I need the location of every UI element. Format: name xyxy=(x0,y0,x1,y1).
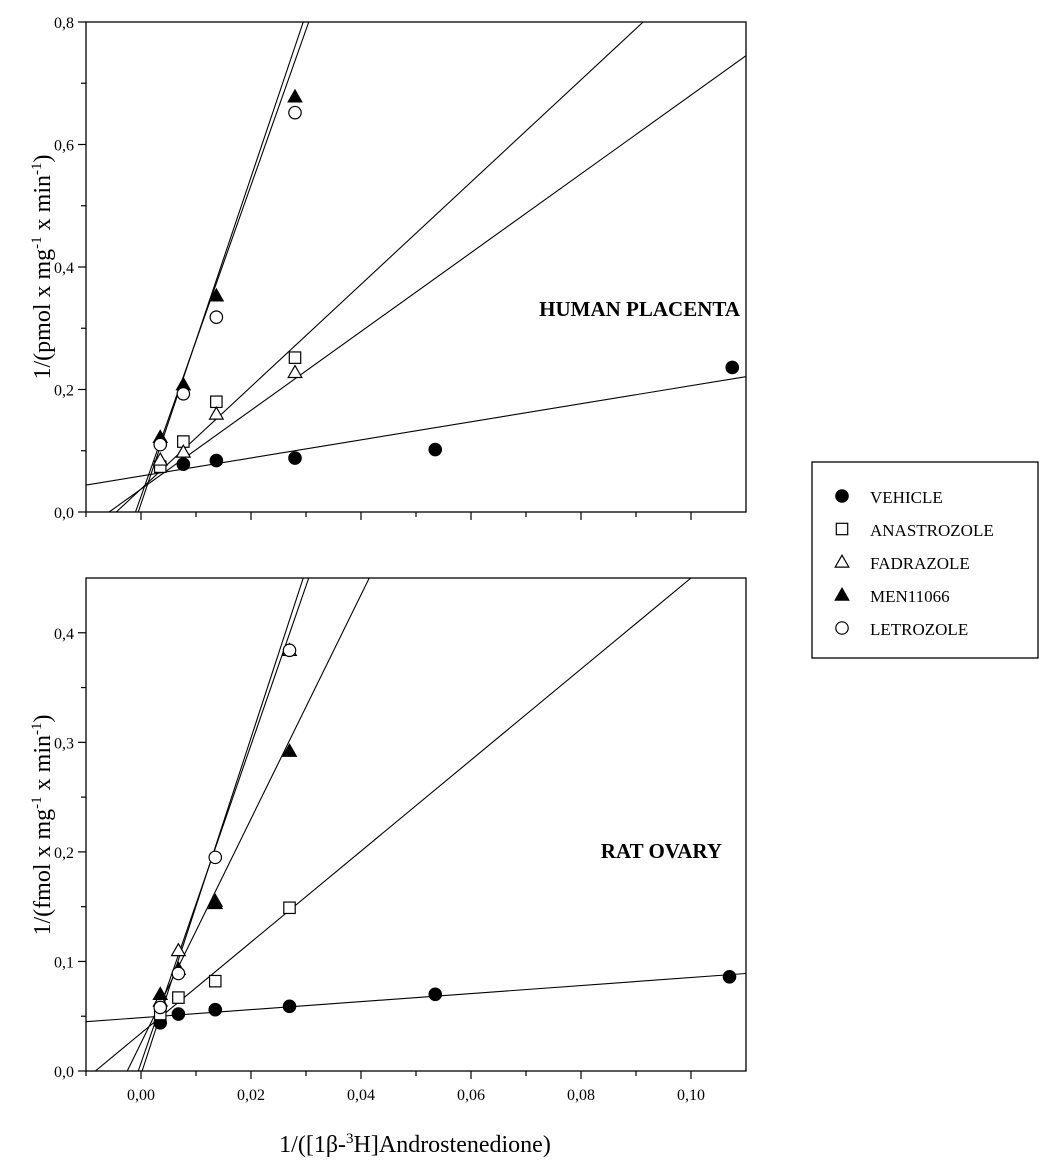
y-tick-label: 0,2 xyxy=(54,383,74,400)
y-tick-label: 0,2 xyxy=(54,845,74,862)
data-point-fadrazole xyxy=(175,443,192,458)
data-point-vehicle xyxy=(428,987,443,1002)
legend-label: FADRAZOLE xyxy=(870,554,970,573)
y-tick-label: 0,0 xyxy=(54,1064,74,1081)
data-point-vehicle xyxy=(171,1007,186,1021)
data-point-anastrozole xyxy=(208,974,222,988)
data-point-anastrozole xyxy=(288,351,302,364)
data-point-fadrazole xyxy=(287,364,303,379)
x-tick-label: 0,00 xyxy=(127,1087,155,1104)
data-point-vehicle xyxy=(208,1002,223,1017)
data-point-vehicle xyxy=(288,451,302,465)
legend-label: ANASTROZOLE xyxy=(870,521,994,540)
fit-line-anastrozole xyxy=(115,22,644,512)
fit-line-men11066 xyxy=(126,578,370,1071)
data-point-vehicle xyxy=(725,360,740,375)
x-tick-label: 0,08 xyxy=(567,1087,595,1104)
data-point-fadrazole xyxy=(170,942,187,957)
data-points xyxy=(152,642,737,1030)
axis-ticks: 0,0 0,2 0,4 0,6 0,8 xyxy=(54,15,692,522)
data-point-anastrozole xyxy=(283,901,296,915)
y-axis-title: 1/(pmol x mg-1 x min-1) xyxy=(29,154,56,379)
data-point-anastrozole xyxy=(210,395,223,409)
rat-ovary-panel: 0,00 0,02 0,04 0,06 0,08 0,100,00,10,20,30,4 … xyxy=(29,577,747,1104)
legend-item-men11066: MEN11066 xyxy=(834,586,950,606)
y-axis-title: 1/(fmol x mg-1 x min-1) xyxy=(29,715,56,936)
y-tick-label: 0,4 xyxy=(54,260,74,277)
axis-ticks: 0,00 0,02 0,04 0,06 0,08 0,10 0,0 0,1 0,2 0,3 0,4 xyxy=(54,626,705,1104)
data-point-vehicle xyxy=(282,999,297,1014)
legend-items: VEHICLE ANASTROZOLE FADRAZOLE MEN11066 LETRO… xyxy=(834,488,994,639)
x-axis-title: 1/([1β-3H]Androstenedione) xyxy=(279,1131,551,1158)
fit-line-vehicle xyxy=(86,376,746,486)
data-point-men11066 xyxy=(152,986,169,1001)
data-point-men11066 xyxy=(207,895,224,910)
data-point-fadrazole xyxy=(152,451,169,466)
data-point-letrozole xyxy=(171,966,186,981)
fit-line-vehicle xyxy=(86,972,746,1023)
legend-item-letrozole: LETROZOLE xyxy=(835,620,968,639)
x-tick-label: 0,04 xyxy=(347,1087,375,1104)
data-point-men11066 xyxy=(287,88,303,103)
fit-lines xyxy=(86,22,746,512)
fit-line-letrozole xyxy=(141,578,304,1071)
y-tick-label: 0,1 xyxy=(54,954,74,971)
y-tick-label: 0,6 xyxy=(54,138,74,155)
x-tick-label: 0,10 xyxy=(677,1087,705,1104)
legend-marker-letrozole xyxy=(835,621,849,635)
y-tick-label: 0,4 xyxy=(54,626,74,643)
legend-box xyxy=(811,461,1039,659)
fit-line-fadrazole xyxy=(108,55,746,512)
legend-marker-anastrozole xyxy=(835,522,849,536)
data-points xyxy=(152,88,740,473)
data-point-letrozole xyxy=(153,437,168,452)
data-point-letrozole xyxy=(153,1000,168,1015)
data-point-vehicle xyxy=(176,457,191,472)
legend-label: MEN11066 xyxy=(870,587,950,606)
fit-line-anastrozole xyxy=(94,578,692,1071)
legend-marker-men11066 xyxy=(834,586,850,601)
data-point-letrozole xyxy=(176,386,191,401)
legend-label: LETROZOLE xyxy=(870,620,968,639)
data-point-letrozole xyxy=(209,310,224,325)
data-point-letrozole xyxy=(208,850,223,865)
fit-line-men11066 xyxy=(137,22,304,512)
legend-item-anastrozole: ANASTROZOLE xyxy=(835,521,994,540)
fit-lines xyxy=(86,578,746,1071)
panel-label: RAT OVARY xyxy=(601,839,722,863)
legend-marker-fadrazole xyxy=(834,553,850,568)
y-tick-label: 0,8 xyxy=(54,15,74,32)
fit-line-letrozole xyxy=(134,22,310,512)
human-placenta-panel: 0,0 0,2 0,4 0,6 0,8 HUMAN PLACENTA 1/(pmol x… xyxy=(29,15,747,522)
y-tick-label: 0,0 xyxy=(54,505,74,522)
data-point-anastrozole xyxy=(172,991,185,1004)
fit-line-fadrazole xyxy=(137,578,310,1071)
data-point-vehicle xyxy=(428,442,443,457)
data-point-men11066 xyxy=(208,287,225,302)
data-point-letrozole xyxy=(288,105,302,120)
data-point-letrozole xyxy=(282,643,297,658)
data-point-fadrazole xyxy=(208,405,225,420)
data-point-vehicle xyxy=(209,453,224,468)
legend-marker-vehicle xyxy=(835,489,849,503)
legend: VEHICLE ANASTROZOLE FADRAZOLE MEN11066 LETRO… xyxy=(811,461,1039,659)
data-point-men11066 xyxy=(281,743,298,757)
legend-label: VEHICLE xyxy=(870,488,943,507)
legend-item-fadrazole: FADRAZOLE xyxy=(834,553,970,573)
y-tick-label: 0,3 xyxy=(54,735,74,752)
legend-item-vehicle: VEHICLE xyxy=(835,488,943,507)
data-point-vehicle xyxy=(722,969,737,984)
panel-label: HUMAN PLACENTA xyxy=(539,297,741,321)
x-tick-label: 0,06 xyxy=(457,1087,485,1104)
x-tick-label: 0,02 xyxy=(237,1087,265,1104)
